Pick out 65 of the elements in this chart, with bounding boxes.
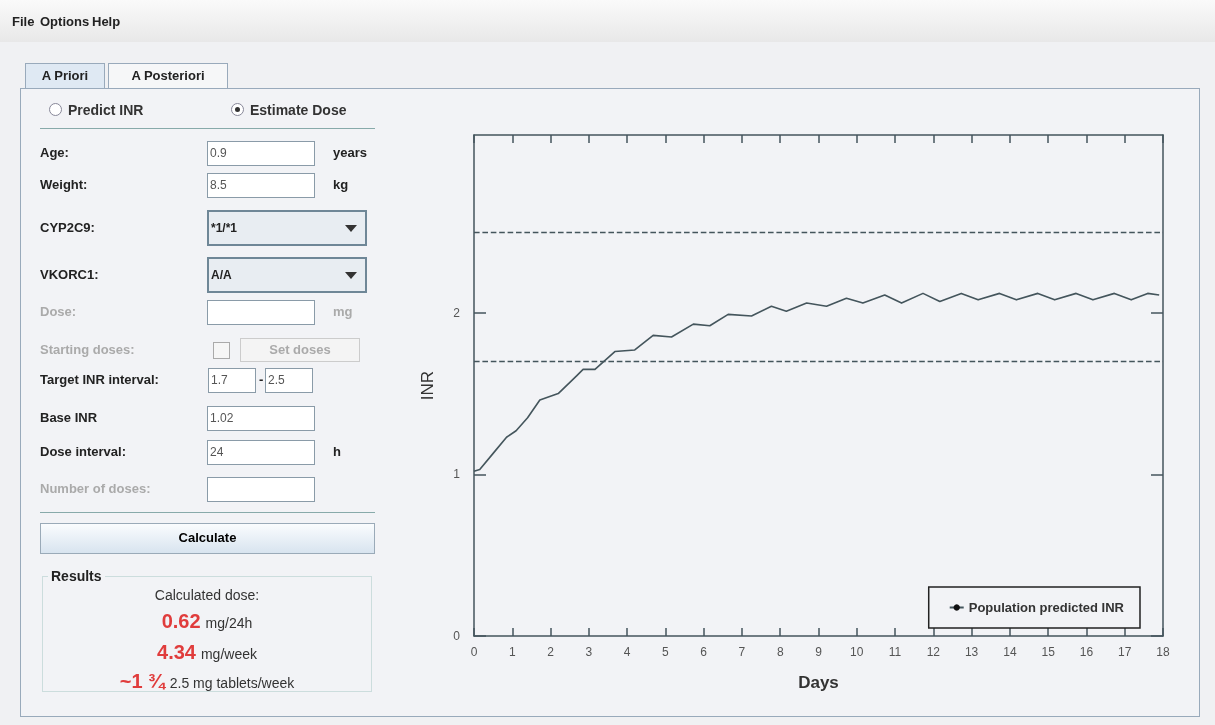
text: Base INR bbox=[40, 410, 98, 426]
text: kg bbox=[333, 177, 349, 193]
x-tick-label: 11 bbox=[888, 645, 902, 659]
text: A Posteriori bbox=[108, 63, 228, 88]
x-tick-label: 12 bbox=[926, 645, 941, 659]
text-field: 0.9 bbox=[207, 141, 315, 166]
x-tick-label: 15 bbox=[1041, 645, 1056, 659]
x-tick-label: 3 bbox=[585, 645, 593, 659]
text: mg/week bbox=[200, 646, 257, 662]
dropdown: A/A bbox=[207, 257, 367, 293]
x-tick-label: 7 bbox=[738, 645, 746, 659]
x-tick-label: 5 bbox=[662, 645, 670, 659]
text: Results bbox=[48, 568, 105, 584]
text: File bbox=[12, 14, 35, 30]
text-field: 2.5 bbox=[265, 368, 313, 393]
x-tick-label: 1 bbox=[508, 645, 516, 659]
x-tick-label: 16 bbox=[1079, 645, 1094, 659]
text-field: 8.5 bbox=[207, 173, 315, 198]
x-tick-label: 8 bbox=[776, 645, 784, 659]
x-tick-label: 14 bbox=[1003, 645, 1017, 659]
text: Predict INR bbox=[68, 102, 144, 118]
text-field: 1.7 bbox=[208, 368, 256, 393]
x-tick-label: 18 bbox=[1156, 645, 1170, 659]
y-tick-label: 0 bbox=[453, 629, 461, 643]
text: CYP2C9: bbox=[40, 220, 95, 236]
x-tick-label: 0 bbox=[470, 645, 478, 659]
text: Estimate Dose bbox=[250, 102, 347, 118]
text: years bbox=[333, 145, 367, 161]
text: Dose: bbox=[40, 304, 77, 320]
x-tick-label: 4 bbox=[623, 645, 631, 659]
text: Weight: bbox=[40, 177, 88, 193]
x-tick-label: 17 bbox=[1118, 645, 1132, 659]
text: Dose interval: bbox=[40, 444, 126, 460]
text: mg/24h bbox=[205, 615, 253, 631]
text: ~1 ¾ bbox=[119, 670, 165, 692]
text: A Priori bbox=[25, 63, 105, 88]
text-field: 24 bbox=[207, 440, 315, 465]
x-tick-label: 2 bbox=[547, 645, 555, 659]
text: Calculated dose: bbox=[154, 587, 260, 603]
text: Target INR interval: bbox=[40, 372, 159, 388]
text: Age: bbox=[40, 145, 69, 161]
x-axis-title: Days bbox=[798, 673, 839, 692]
text: Options bbox=[40, 14, 90, 30]
x-tick-label: 6 bbox=[700, 645, 708, 659]
text: 0.62 bbox=[161, 610, 201, 632]
legend-label: Population predicted INR bbox=[968, 600, 1125, 615]
text: mg bbox=[333, 304, 353, 320]
text: Help bbox=[92, 14, 121, 30]
x-tick-label: 13 bbox=[964, 645, 979, 659]
y-axis-title: INR bbox=[418, 370, 437, 401]
text: Starting doses: bbox=[40, 342, 135, 358]
dropdown: *1/*1 bbox=[207, 210, 367, 246]
text-field: 1.02 bbox=[207, 406, 315, 431]
x-tick-label: 9 bbox=[815, 645, 823, 659]
text: VKORC1: bbox=[40, 267, 99, 283]
y-tick-label: 2 bbox=[453, 305, 461, 320]
x-tick-label: 10 bbox=[850, 645, 864, 659]
text: Set doses bbox=[240, 338, 360, 362]
text: Calculate bbox=[40, 523, 375, 554]
text: 4.34 bbox=[157, 641, 196, 663]
text: Number of doses: bbox=[40, 481, 151, 497]
y-tick-label: 1 bbox=[453, 467, 461, 482]
text: 2.5 mg tablets/week bbox=[169, 675, 295, 691]
text: h bbox=[333, 444, 341, 460]
text: - bbox=[259, 372, 264, 388]
